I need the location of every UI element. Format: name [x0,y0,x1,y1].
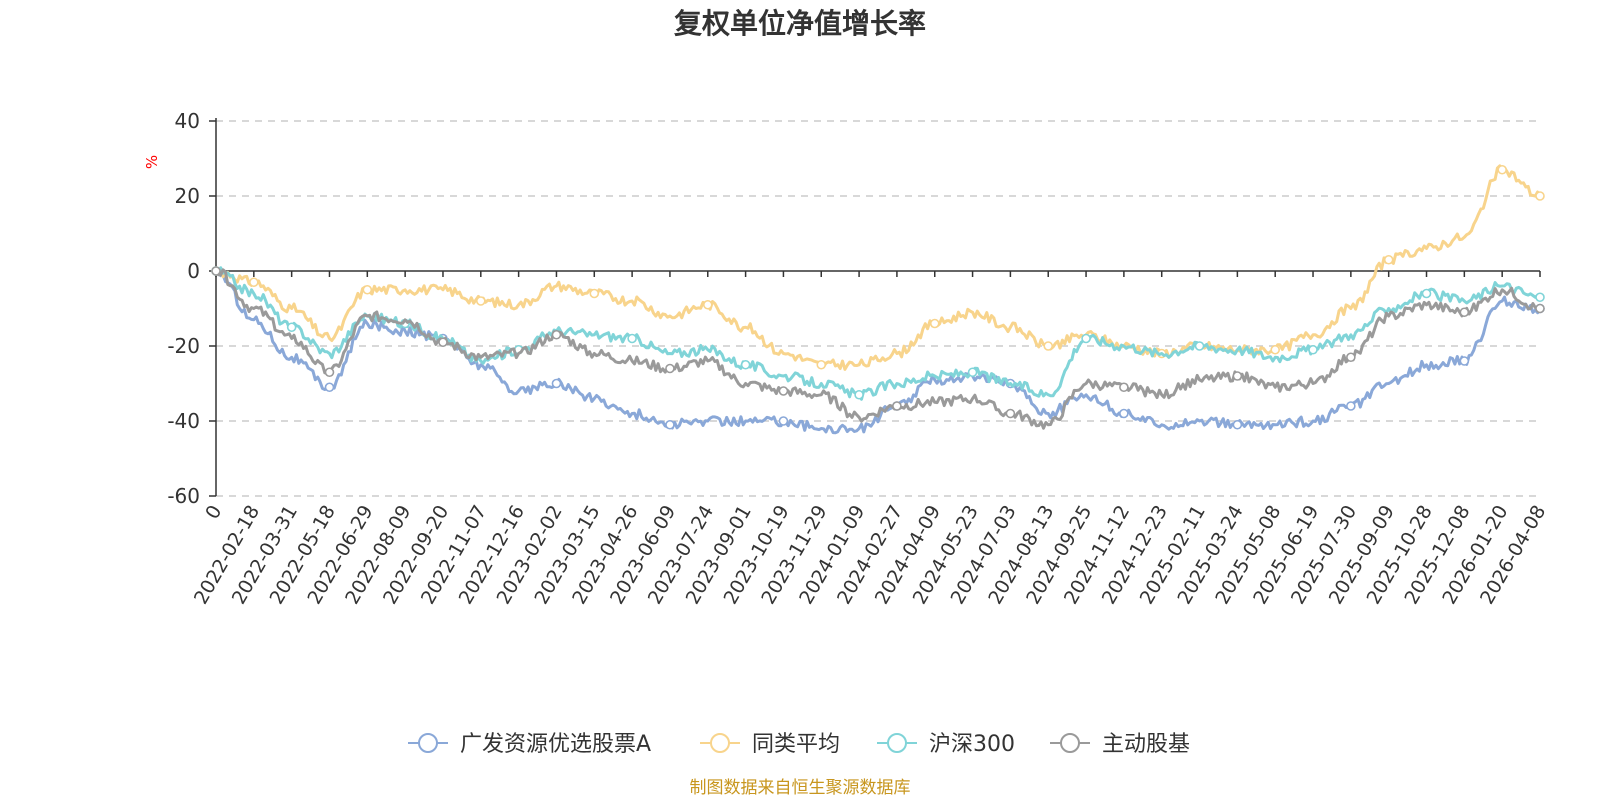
y-tick-label: 20 [175,184,200,208]
data-point [249,277,259,288]
x-tick-label: 0 [201,502,226,523]
data-point [1497,164,1507,175]
series-line-3 [214,268,1541,430]
data-point [551,329,562,340]
y-tick-label: 0 [187,259,200,283]
data-point [1346,401,1356,411]
data-point [551,378,562,389]
data-point [1081,333,1091,344]
legend-marker [1060,733,1080,753]
data-point [665,363,675,374]
data-point [892,401,902,411]
data-point [1459,356,1470,366]
data-point [589,288,600,299]
data-point [627,333,637,344]
legend-item-2[interactable]: 沪深300 [877,732,1015,757]
data-point [1232,371,1243,381]
data-point [324,382,335,393]
legend-marker [887,733,907,753]
data-point [1535,303,1545,314]
legend-label: 主动股基 [1102,732,1190,757]
data-point [740,359,751,370]
data-point [438,337,448,348]
data-point [211,266,221,276]
series-line-1 [215,164,1542,371]
chart-title: 复权单位净值增长率 [674,7,926,40]
legend-label: 广发资源优选股票A [460,732,651,757]
data-point [1346,352,1356,363]
data-point [778,386,789,396]
data-point [1535,292,1545,303]
data-point [1535,191,1545,201]
data-point [929,318,940,329]
y-tick-label: 40 [175,109,200,133]
legend-item-3[interactable]: 主动股基 [1050,732,1190,757]
legend-marker [418,733,438,753]
data-point [967,367,978,378]
data-point [1270,344,1280,355]
legend[interactable]: 广发资源优选股票A 同类平均 沪深300 主动股基 [408,732,1190,757]
legend-item-1[interactable]: 同类平均 [700,732,840,757]
legend-label: 同类平均 [752,732,840,757]
data-point [1043,341,1054,351]
data-point [665,419,675,430]
y-axis-unit: % [143,155,161,169]
data-point [1421,288,1432,299]
data-point [1232,419,1243,430]
data-point [362,284,373,295]
data-point [1194,341,1205,351]
data-point [1119,408,1129,419]
y-tick-label: -60 [167,484,200,508]
data-point [854,389,864,400]
y-tick-labels: 40 20 0 -20 -40 -60 [167,109,200,508]
data-point [1005,408,1016,419]
source-note: 制图数据来自恒生聚源数据库 [690,778,911,798]
data-point [475,296,486,306]
axes [209,118,1541,497]
data-point [816,359,827,370]
data-point [1383,254,1394,265]
data-point [1119,382,1129,393]
data-point [286,322,297,333]
data-point [324,367,335,378]
data-point [1459,307,1470,318]
series-line-2 [215,266,1541,401]
x-tick-labels: 02022-02-182022-03-312022-05-182022-06-2… [190,502,1550,609]
series-lines [211,164,1545,435]
legend-item-0[interactable]: 广发资源优选股票A [408,732,651,757]
y-tick-label: -20 [167,334,200,358]
legend-marker [710,733,730,753]
data-point [778,416,789,426]
legend-label: 沪深300 [929,732,1015,757]
data-point [702,299,713,310]
y-tick-label: -40 [167,409,200,433]
data-point [1308,344,1318,355]
